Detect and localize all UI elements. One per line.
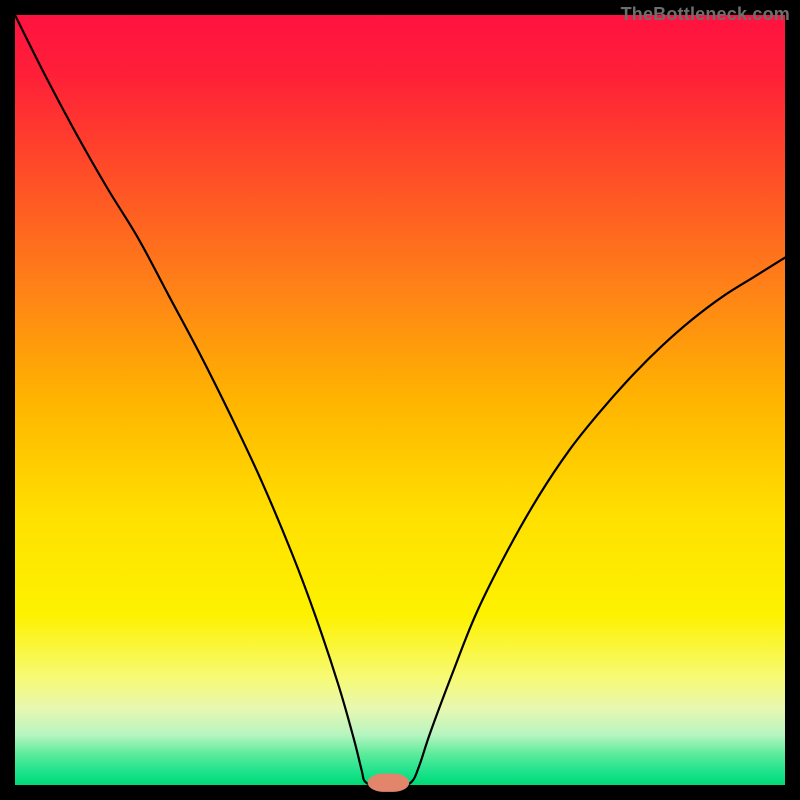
watermark-text: TheBottleneck.com [621,4,790,25]
plot-background [15,15,785,785]
current-config-marker [368,773,410,791]
chart-container: TheBottleneck.com [0,0,800,800]
bottleneck-chart [0,0,800,800]
